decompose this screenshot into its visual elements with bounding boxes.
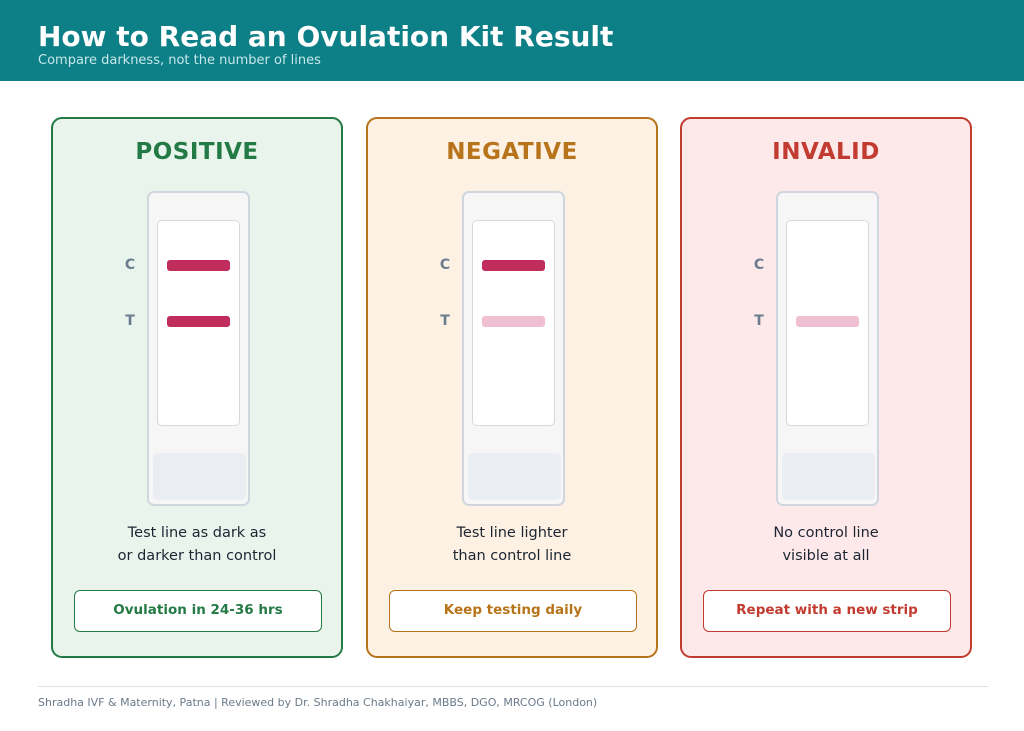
card-title: NEGATIVE [446,139,578,165]
test-label: T [754,313,764,329]
description-line: than control line [452,548,572,564]
footer-divider [38,686,988,687]
control-line [167,260,230,271]
page-subtitle: Compare darkness, not the number of line… [38,53,321,68]
page-title: How to Read an Ovulation Kit Result [38,20,614,53]
sample-pad [468,453,561,500]
description-line: visible at all [782,548,870,564]
card-title: INVALID [772,139,880,165]
action-badge: Repeat with a new strip [703,590,951,632]
header-banner: How to Read an Ovulation Kit Result Comp… [0,0,1024,81]
description-line: No control line [773,525,879,541]
action-badge: Keep testing daily [389,590,637,632]
control-label: C [753,257,765,273]
test-strip [462,191,565,506]
description-line: or darker than control [117,548,277,564]
result-card-negative: NEGATIVE C T Test line lighter than cont… [366,117,658,658]
control-line [482,260,545,271]
sample-pad [782,453,875,500]
result-description: No control line visible at all [682,522,970,568]
result-window [786,220,869,426]
test-line [482,316,545,327]
result-card-positive: POSITIVE C T Test line as dark as or dar… [51,117,343,658]
result-window [472,220,555,426]
test-line [796,316,859,327]
action-badge: Ovulation in 24-36 hrs [74,590,322,632]
control-label: C [124,257,136,273]
test-label: T [125,313,135,329]
description-line: Test line as dark as [127,525,267,541]
result-description: Test line as dark as or darker than cont… [53,522,341,568]
card-title: POSITIVE [135,139,259,165]
sample-pad [153,453,246,500]
result-window [157,220,240,426]
control-label: C [439,257,451,273]
description-line: Test line lighter [456,525,568,541]
result-card-invalid: INVALID C T No control line visible at a… [680,117,972,658]
footer-credit: Shradha IVF & Maternity, Patna | Reviewe… [38,696,598,709]
test-line [167,316,230,327]
result-description: Test line lighter than control line [368,522,656,568]
test-strip [147,191,250,506]
test-label: T [440,313,450,329]
test-strip [776,191,879,506]
